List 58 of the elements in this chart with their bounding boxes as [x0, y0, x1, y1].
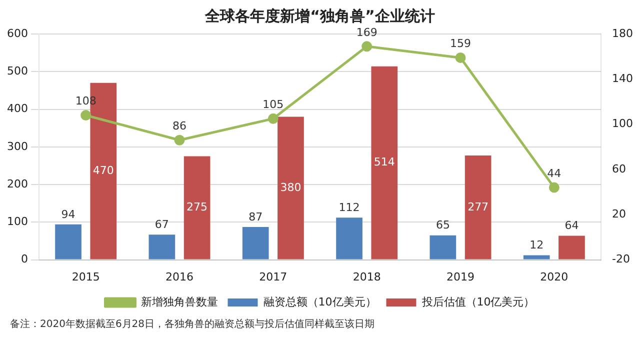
- y2-tick-label: 140: [612, 72, 634, 86]
- x-tick-label: 2017: [259, 270, 288, 284]
- data-label: 87: [248, 210, 263, 224]
- bar: [242, 227, 269, 260]
- data-label: 514: [374, 156, 395, 169]
- text: 备注：2020年数据截至6月28日，各独角兽的融资总额与投后估值同样截至该日期: [9, 318, 376, 331]
- data-label: 65: [436, 218, 450, 232]
- data-label: 275: [186, 200, 208, 214]
- bar: [184, 156, 210, 260]
- point: [455, 52, 466, 63]
- data-label: 86: [172, 119, 186, 132]
- bar: [523, 255, 550, 260]
- y2-tick-label: 180: [612, 26, 634, 40]
- legend-label: 投后估值（10亿美元）: [420, 295, 535, 308]
- bar: [278, 116, 304, 260]
- x-tick-label: 2020: [540, 270, 568, 284]
- y-tick-label: 600: [6, 26, 28, 40]
- bar: [371, 66, 398, 260]
- point: [80, 110, 92, 121]
- data-label: 94: [61, 208, 76, 221]
- y-tick-label: 0: [20, 252, 28, 266]
- x-tick-label: 2019: [446, 270, 474, 284]
- bar: [148, 234, 176, 260]
- chart-title: 全球各年度新增“独角兽”企业统计: [204, 6, 435, 25]
- legend-label: 新增独角兽数量: [140, 295, 218, 308]
- point: [362, 41, 372, 52]
- y2-tick-label: 60: [612, 162, 626, 176]
- x-tick-label: 2016: [166, 270, 194, 284]
- data-label: 277: [468, 200, 489, 214]
- bar: [55, 224, 82, 260]
- data-label: 12: [530, 238, 544, 252]
- data-label: 105: [262, 98, 284, 112]
- bar: [336, 218, 362, 260]
- x-tick-label: 2018: [352, 270, 381, 284]
- data-label: 380: [280, 180, 302, 194]
- bar: [464, 156, 492, 260]
- point: [548, 182, 560, 193]
- data-label: 64: [564, 219, 579, 232]
- y-tick-label: 100: [6, 215, 28, 228]
- data-label: 44: [547, 166, 562, 180]
- point: [268, 113, 278, 124]
- y2-tick-label: 100: [612, 117, 634, 130]
- y-tick-label: 300: [6, 140, 28, 153]
- y-tick-label: 400: [6, 102, 28, 116]
- y2-tick-label: -20: [612, 252, 630, 266]
- x-tick-label: 2015: [72, 270, 100, 284]
- data-label: 159: [450, 37, 471, 50]
- data-label: 169: [356, 26, 378, 39]
- data-label: 112: [338, 201, 360, 214]
- bar: [430, 235, 456, 260]
- data-label: 67: [154, 218, 169, 231]
- y-tick-label: 500: [6, 64, 28, 78]
- legend-label: 融资总额（10亿美元）: [263, 295, 376, 308]
- y2-tick-label: 20: [612, 208, 626, 220]
- bar: [558, 236, 585, 260]
- data-label: 470: [92, 164, 114, 177]
- y-tick-label: 200: [6, 177, 28, 190]
- point: [174, 134, 185, 146]
